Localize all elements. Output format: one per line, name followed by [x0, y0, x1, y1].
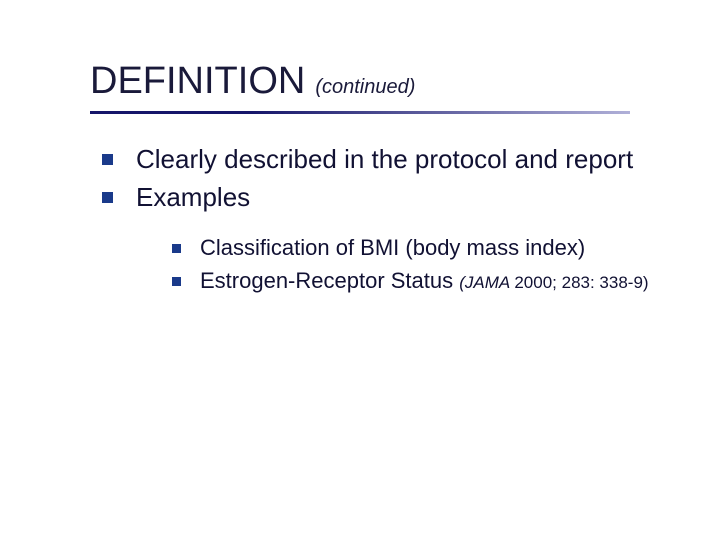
slide-title-suffix: (continued) — [315, 76, 415, 99]
bullet-text: Examples — [136, 182, 250, 212]
list-item: Clearly described in the protocol and re… — [102, 142, 670, 176]
list-item: Classification of BMI (body mass index) — [172, 233, 670, 263]
citation-details: 2000; 283: 338-9) — [514, 273, 648, 292]
bullet-text: Estrogen-Receptor Status — [200, 268, 459, 293]
slide-title: DEFINITION — [90, 60, 305, 103]
title-row: DEFINITION (continued) — [90, 60, 670, 103]
citation-journal: (JAMA — [459, 273, 514, 292]
bullet-list-level1: Clearly described in the protocol and re… — [90, 142, 670, 296]
bullet-text: Classification of BMI (body mass index) — [200, 235, 585, 260]
bullet-text: Clearly described in the protocol and re… — [136, 144, 633, 174]
list-item: Examples Classification of BMI (body mas… — [102, 180, 670, 296]
bullet-list-level2: Classification of BMI (body mass index) … — [136, 233, 670, 296]
slide: DEFINITION (continued) Clearly described… — [0, 0, 720, 540]
title-underline — [90, 111, 630, 114]
citation: (JAMA 2000; 283: 338-9) — [459, 273, 648, 292]
list-item: Estrogen-Receptor Status (JAMA 2000; 283… — [172, 266, 670, 296]
